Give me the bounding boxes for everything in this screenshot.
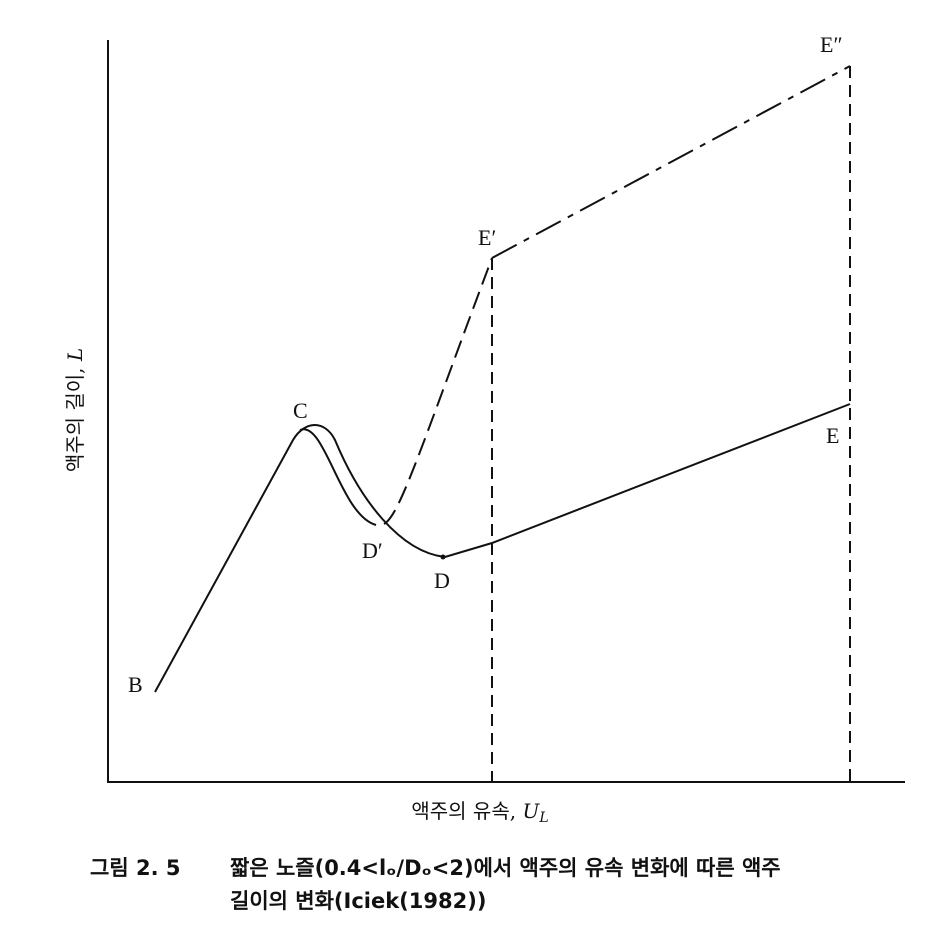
point-label: D <box>434 568 450 593</box>
point-d-dot <box>440 554 446 560</box>
point-label: D′ <box>362 538 383 563</box>
dashed-curve <box>383 257 493 525</box>
inner-curve <box>299 428 377 526</box>
point-label: E′ <box>478 225 496 250</box>
solid-curve <box>154 403 851 693</box>
x-axis-label-text: 액주의 유속, <box>411 799 522 823</box>
x-axis-label: 액주의 유속, UL <box>411 799 548 826</box>
point-label: B <box>128 672 143 697</box>
y-axis-label-text: 액주의 길이, <box>63 361 87 472</box>
point-label: E″ <box>820 32 843 57</box>
point-label: E <box>826 423 839 448</box>
x-axis-label-sub: L <box>538 810 548 826</box>
y-axis-label-var: L <box>63 348 87 362</box>
x-axis-label-var: U <box>522 799 540 823</box>
y-axis-label: 액주의 길이, L <box>63 348 87 472</box>
point-label: C <box>293 398 308 423</box>
caption-line: 길이의 변화(Iciek(1982)) <box>230 889 486 913</box>
caption-number: 그림 2. 5 <box>90 856 180 880</box>
dash-dot-line <box>491 65 851 259</box>
caption-line: 짧은 노즐(0.4<lₒ/Dₒ<2)에서 액주의 유속 변화에 따른 액주 <box>230 856 781 880</box>
